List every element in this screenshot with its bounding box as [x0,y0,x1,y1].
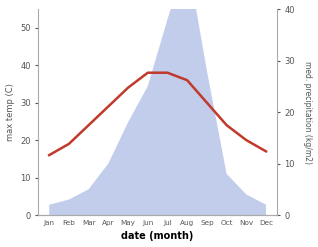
Y-axis label: max temp (C): max temp (C) [5,83,15,141]
X-axis label: date (month): date (month) [121,231,194,242]
Y-axis label: med. precipitation (kg/m2): med. precipitation (kg/m2) [303,61,313,164]
